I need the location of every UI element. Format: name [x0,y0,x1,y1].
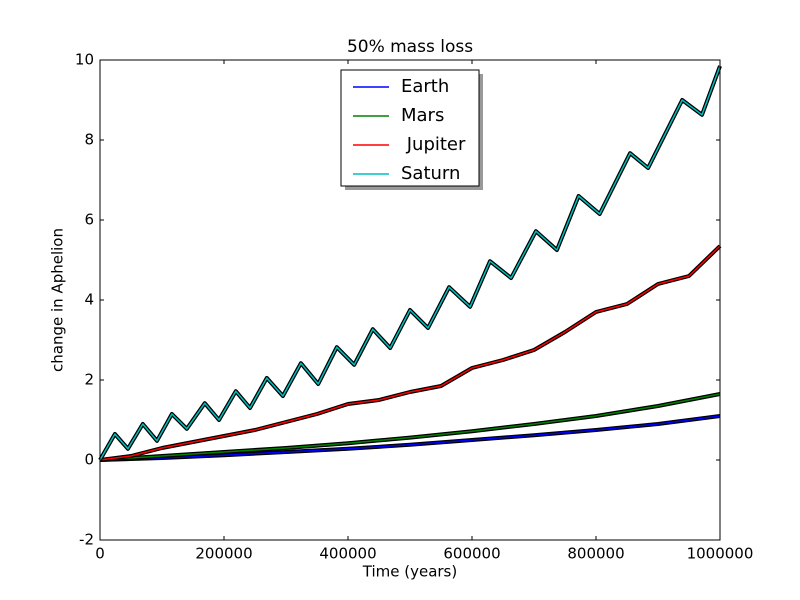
y-tick-label: 4 [84,291,94,309]
legend-label: Jupiter [401,134,466,155]
x-tick-label: 400000 [319,545,376,563]
y-tick-label: 2 [84,371,94,389]
y-axis-label: change in Aphelion [49,228,67,372]
series-line [99,415,721,461]
legend-label: Saturn [401,163,460,184]
y-tick-label: 10 [75,51,94,69]
x-axis-label: Time (years) [362,563,457,581]
x-tick-label: 1000000 [687,545,754,563]
y-tick-label: -2 [79,531,94,549]
x-tick-label: 200000 [195,545,252,563]
series-line [99,245,721,461]
plot-frame [99,59,721,541]
legend-label: Earth [401,76,449,97]
y-tick-label: 6 [84,211,94,229]
x-tick-label: 0 [95,545,105,563]
x-tick-label: 600000 [443,545,500,563]
x-tick-label: 800000 [567,545,624,563]
legend-box [340,69,480,187]
chart-title: 50% mass loss [347,37,473,57]
legend-label: Mars [401,105,444,126]
series-line [99,393,721,461]
y-tick-label: 0 [84,451,94,469]
y-tick-label: 8 [84,131,94,149]
series-line [99,65,721,461]
